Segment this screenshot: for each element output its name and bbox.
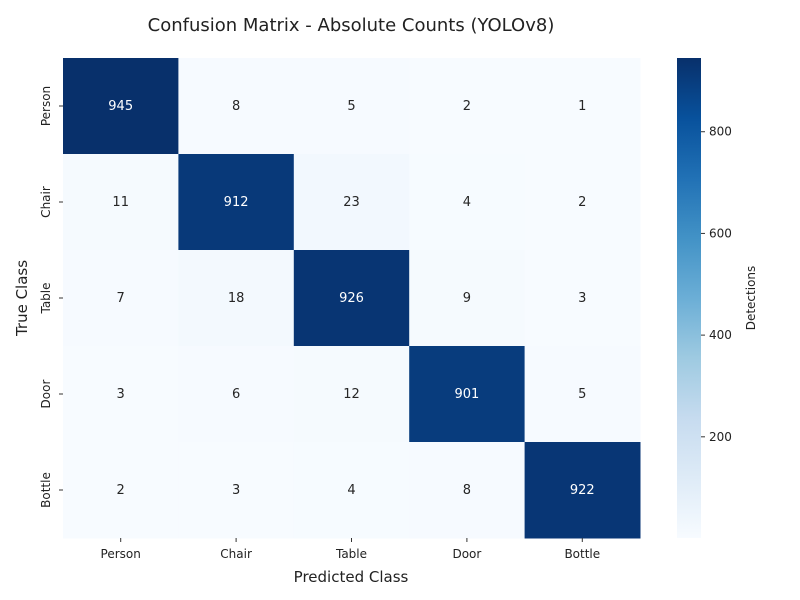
x-axis-ticks: Person Chair Table Door Bottle bbox=[101, 538, 600, 561]
heatmap-cell bbox=[409, 58, 526, 155]
cell-value-label: 5 bbox=[347, 99, 355, 114]
heatmap-cell bbox=[63, 346, 179, 443]
y-tick-label: Chair bbox=[39, 186, 53, 218]
heatmap-cell bbox=[524, 154, 641, 251]
heatmap-cell bbox=[409, 154, 526, 251]
x-tick-label: Table bbox=[335, 547, 367, 561]
cell-value-label: 4 bbox=[347, 483, 355, 498]
colorbar-tick-label: 600 bbox=[709, 226, 732, 240]
heatmap-cell bbox=[63, 58, 179, 155]
heatmap-cell bbox=[178, 58, 295, 155]
heatmap-cell bbox=[409, 250, 526, 347]
heatmap-cell bbox=[178, 154, 295, 251]
cell-value-label: 945 bbox=[108, 99, 133, 114]
cell-value-label: 8 bbox=[232, 99, 240, 114]
colorbar-tick-label: 400 bbox=[709, 328, 732, 342]
x-tick-label: Bottle bbox=[564, 547, 600, 561]
cell-value-label: 6 bbox=[232, 387, 240, 402]
x-axis-label: Predicted Class bbox=[294, 568, 409, 586]
y-tick-label: Table bbox=[39, 282, 53, 314]
cell-value-label: 2 bbox=[578, 195, 586, 210]
cell-value-label: 2 bbox=[463, 99, 471, 114]
cell-value-label: 11 bbox=[112, 195, 129, 210]
y-axis-ticks: Person Chair Table Door Bottle bbox=[39, 86, 63, 508]
heatmap-cell bbox=[178, 442, 295, 539]
y-tick-label: Person bbox=[39, 86, 53, 126]
colorbar-ticks: 200 400 600 800 bbox=[701, 125, 732, 444]
heatmap-cell bbox=[524, 250, 641, 347]
cell-value-label: 9 bbox=[463, 291, 471, 306]
y-tick-label: Door bbox=[39, 380, 53, 409]
heatmap-cell bbox=[524, 346, 641, 443]
heatmap-cell bbox=[524, 58, 641, 155]
y-tick-label: Bottle bbox=[39, 472, 53, 508]
heatmap-cell bbox=[409, 346, 526, 443]
cell-value-label: 926 bbox=[339, 291, 364, 306]
cell-value-label: 4 bbox=[463, 195, 471, 210]
cell-value-label: 12 bbox=[343, 387, 360, 402]
heatmap-cell bbox=[293, 58, 410, 155]
heatmap-cell bbox=[63, 154, 179, 251]
heatmap-cell bbox=[178, 346, 295, 443]
colorbar-tick-label: 800 bbox=[709, 125, 732, 139]
cell-value-label: 922 bbox=[570, 483, 595, 498]
heatmap-cell bbox=[293, 154, 410, 251]
cell-value-label: 5 bbox=[578, 387, 586, 402]
x-tick-label: Person bbox=[101, 547, 141, 561]
cell-value-label: 1 bbox=[578, 99, 586, 114]
colorbar bbox=[677, 58, 701, 538]
colorbar-tick-label: 200 bbox=[709, 430, 732, 444]
cell-value-label: 3 bbox=[117, 387, 125, 402]
heatmap-cell bbox=[524, 442, 641, 539]
cell-value-label: 3 bbox=[232, 483, 240, 498]
x-tick-label: Chair bbox=[220, 547, 252, 561]
heatmap-cell bbox=[293, 346, 410, 443]
heatmap-cell bbox=[409, 442, 526, 539]
cell-value-label: 18 bbox=[228, 291, 245, 306]
cell-value-label: 901 bbox=[454, 387, 479, 402]
chart-title: Confusion Matrix - Absolute Counts (YOLO… bbox=[148, 15, 555, 36]
cell-value-label: 8 bbox=[463, 483, 471, 498]
heatmap-cell bbox=[178, 250, 295, 347]
heatmap-cell bbox=[63, 250, 179, 347]
x-tick-label: Door bbox=[452, 547, 481, 561]
colorbar-label: Detections bbox=[744, 266, 758, 331]
heatmap-cells: 945 8 5 2 111 912 23 4 27 18 926 9 33 6 12 901 52 3 4 8 922 bbox=[63, 58, 641, 539]
heatmap-cell bbox=[293, 250, 410, 347]
cell-value-label: 912 bbox=[224, 195, 249, 210]
cell-value-label: 2 bbox=[117, 483, 125, 498]
cell-value-label: 3 bbox=[578, 291, 586, 306]
y-axis-label: True Class bbox=[13, 260, 31, 337]
heatmap-cell bbox=[63, 442, 179, 539]
heatmap-cell bbox=[293, 442, 410, 539]
cell-value-label: 7 bbox=[117, 291, 125, 306]
cell-value-label: 23 bbox=[343, 195, 360, 210]
